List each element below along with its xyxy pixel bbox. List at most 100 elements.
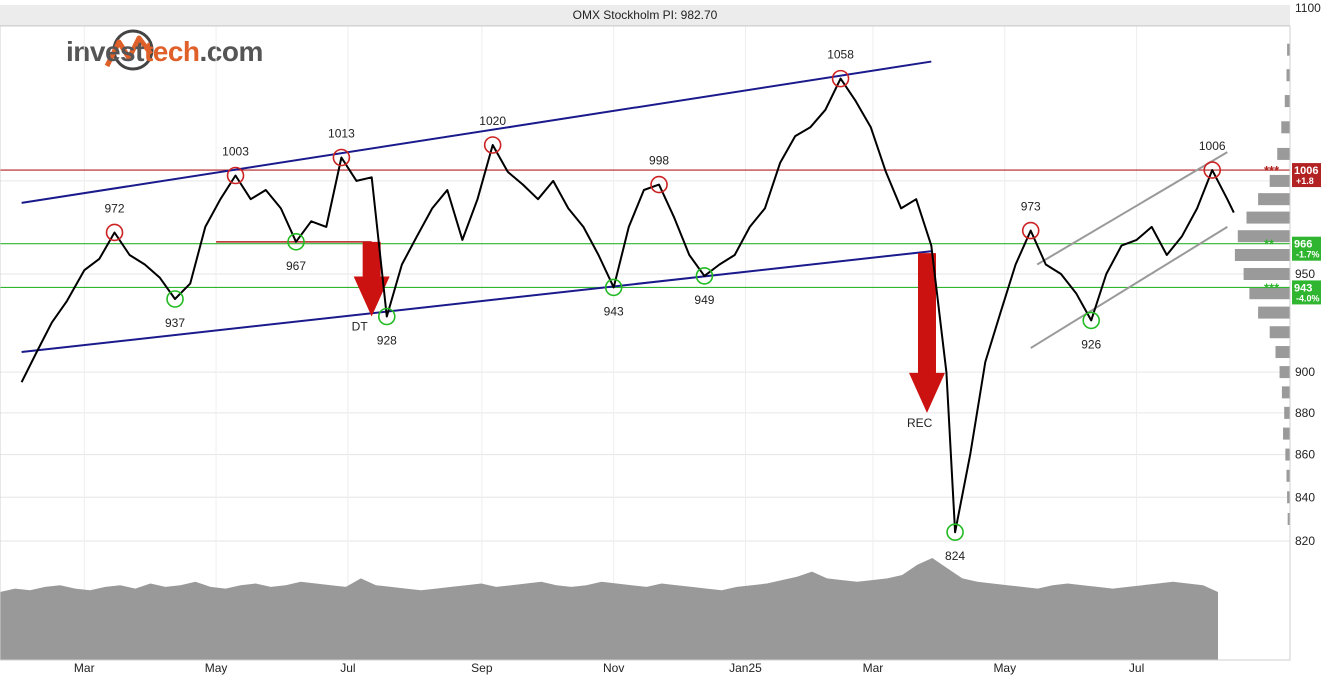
top-bottom-markers: 972 1003 1013 1020 998 1058 973 1006 937 967 928 94…: [105, 48, 1226, 564]
top-marker: [1021, 221, 1040, 240]
histogram-bar: [1277, 147, 1290, 160]
level-stars: ***: [1264, 280, 1280, 295]
histogram-bar: [1283, 427, 1290, 440]
histogram-bar: [1246, 211, 1290, 224]
x-tick-label: Nov: [603, 661, 624, 675]
x-tick-label: Jul: [1129, 661, 1144, 675]
x-tick-label: May: [993, 661, 1016, 675]
histogram-bar: [1284, 95, 1290, 108]
level-tag-pct: -1.7%: [1296, 250, 1320, 260]
x-tick-label: May: [205, 661, 228, 675]
volume-area-shape: [0, 558, 1218, 660]
level-tag-pct: +1.8: [1296, 176, 1314, 186]
bottom-marker: [166, 290, 184, 308]
histogram-bar: [1281, 386, 1290, 399]
level-tag-bg: [1292, 280, 1321, 305]
histogram-bar: [1243, 267, 1290, 280]
level-stars: ***: [1264, 163, 1280, 178]
level-tag-bg: [1292, 236, 1321, 261]
trend-line-short-upper: [1036, 151, 1228, 266]
y-tick-label: 820: [1295, 534, 1315, 548]
y-tick-label: 880: [1295, 406, 1315, 420]
volume-area: [0, 558, 1218, 660]
level-stars: **: [1264, 237, 1275, 252]
signal-arrow-rec: [908, 253, 945, 413]
y-tick-label: 900: [1295, 365, 1315, 379]
top-marker: [105, 223, 124, 242]
histogram-bar: [1286, 69, 1290, 82]
y-tick-label: 1100: [1295, 1, 1321, 15]
trend-line-channel-upper: [21, 60, 932, 204]
grid-lines: [0, 26, 1290, 660]
top-label: 1013: [328, 126, 355, 140]
top-marker: [1203, 161, 1222, 179]
level-tag-value: 943: [1294, 282, 1312, 294]
top-label: 973: [1021, 200, 1041, 214]
logo-part-tech: tech: [143, 36, 200, 67]
bottom-label: 943: [604, 304, 624, 318]
histogram-bar: [1258, 306, 1290, 319]
bottom-marker: [695, 267, 714, 285]
logo-part-invest: invest: [66, 36, 144, 67]
signal-arrows: DT REC: [352, 241, 945, 430]
bottom-marker: [1082, 311, 1101, 330]
top-marker: [831, 69, 850, 88]
histogram-bar: [1234, 248, 1290, 261]
y-tick-label: 950: [1295, 267, 1315, 281]
signal-label-rec: REC: [907, 416, 933, 430]
histogram-bar: [1281, 121, 1290, 134]
histogram-bar: [1285, 448, 1290, 461]
top-label: 1003: [222, 144, 249, 158]
histogram-bar: [1275, 346, 1290, 359]
volume-profile-histogram: [1234, 43, 1290, 526]
investtech-logo-text: investtech.com: [66, 36, 263, 68]
signal-arrow-dt: [353, 241, 390, 317]
top-label: 972: [105, 201, 125, 215]
bottom-label: 937: [165, 316, 185, 330]
trend-lines: [21, 60, 1228, 354]
logo-part-com: .com: [199, 36, 264, 67]
top-marker: [332, 148, 351, 167]
bottom-label: 967: [286, 259, 306, 273]
support-resistance-lines: *** 1006+1.8 ** 966-1.7% *** 943-4.0%: [0, 163, 1321, 305]
bottom-marker: [946, 523, 964, 541]
x-tick-label: Mar: [863, 661, 884, 675]
investtech-logo-icon: [104, 29, 154, 71]
price-line-path: [20, 77, 1235, 534]
histogram-bar: [1258, 193, 1290, 206]
histogram-bar: [1287, 513, 1290, 526]
level-tag-value: 1006: [1294, 165, 1318, 177]
x-tick-label: Jul: [340, 661, 355, 675]
trend-line-short-lower: [1030, 226, 1228, 349]
x-tick-label: Jan25: [729, 661, 762, 675]
x-tick-label: Mar: [74, 661, 95, 675]
y-tick-label: 840: [1295, 490, 1315, 504]
bottom-marker: [287, 233, 305, 251]
histogram-bar: [1279, 366, 1290, 379]
histogram-bar: [1287, 43, 1290, 56]
histogram-bar: [1269, 174, 1290, 187]
signal-label-dt: DT: [352, 320, 369, 334]
top-marker: [226, 166, 245, 185]
bottom-label: 926: [1081, 337, 1101, 351]
price-line: [20, 77, 1235, 534]
level-tag-pct: -4.0%: [1296, 293, 1320, 303]
histogram-bar: [1287, 491, 1290, 504]
level-tag-bg: [1292, 163, 1321, 188]
y-tick-label: 860: [1295, 448, 1315, 462]
top-marker: [483, 136, 502, 154]
bottom-label: 824: [945, 549, 965, 563]
trend-line-channel-lower: [21, 250, 932, 354]
histogram-bar: [1269, 326, 1290, 339]
plot-frame: [0, 25, 1291, 661]
bottom-label: 949: [694, 293, 714, 307]
bottom-marker: [377, 307, 396, 326]
histogram-bar: [1286, 469, 1290, 482]
top-label: 1020: [479, 114, 506, 128]
histogram-bar: [1237, 230, 1290, 243]
histogram-bar: [1249, 287, 1290, 300]
bottom-marker: [604, 278, 623, 297]
top-label: 1006: [1199, 139, 1226, 153]
